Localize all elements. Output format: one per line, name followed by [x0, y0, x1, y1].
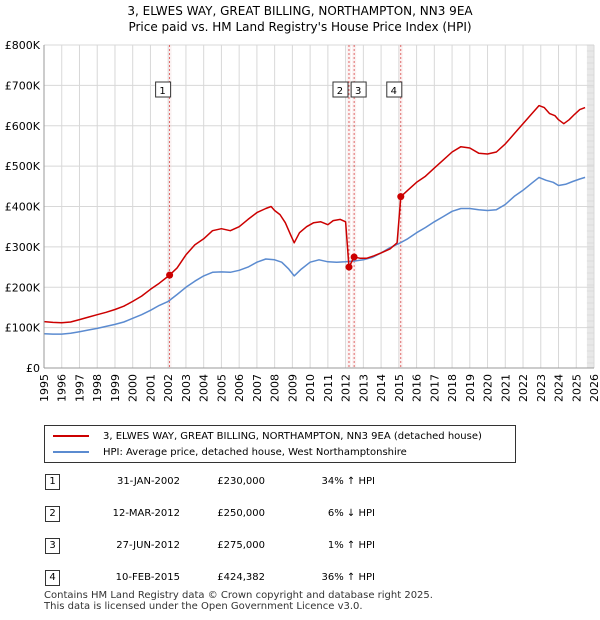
transaction-badge: 3	[45, 538, 60, 554]
transaction-date: 12-MAR-2012	[112, 508, 180, 519]
x-tick-label: 2025	[570, 374, 583, 402]
table-row: 3 27-JUN-2012 £275,000 1% ↑ HPI	[40, 538, 580, 554]
sale-number-box	[155, 81, 172, 98]
table-row: 1 31-JAN-2002 £230,000 34% ↑ HPI	[40, 474, 580, 490]
y-tick-label: £600K	[5, 120, 41, 133]
sale-point	[166, 271, 174, 279]
sale-number-label: 3	[355, 86, 361, 97]
transaction-date: 31-JAN-2002	[116, 476, 180, 487]
y-tick-label: £800K	[5, 39, 41, 52]
transaction-badge: 4	[45, 570, 60, 586]
x-tick-label: 2001	[144, 374, 157, 402]
x-tick-label: 2026	[588, 374, 600, 402]
x-tick-label: 2009	[286, 374, 299, 402]
x-tick-label: 2005	[215, 374, 228, 402]
sale-number-box	[332, 81, 349, 98]
y-tick-label: £300K	[5, 241, 41, 254]
sale-point	[350, 253, 358, 261]
sale-number-label: 1	[159, 86, 165, 97]
x-tick-label: 2012	[340, 374, 353, 402]
transaction-price: £230,000	[217, 476, 265, 487]
footer-license: This data is licensed under the Open Gov…	[44, 601, 363, 612]
x-tick-label: 2013	[357, 374, 370, 402]
x-tick-label: 2006	[233, 374, 246, 402]
x-tick-label: 2022	[517, 374, 530, 402]
y-tick-label: £200K	[5, 281, 41, 294]
sale-number-box	[350, 81, 367, 98]
sale-number-label: 4	[391, 86, 397, 97]
property-series-line	[43, 104, 586, 324]
y-tick-label: £400K	[5, 201, 41, 214]
chart-title: 3, ELWES WAY, GREAT BILLING, NORTHAMPTON…	[127, 4, 473, 18]
sale-number-box	[386, 81, 403, 98]
transaction-price: £250,000	[217, 508, 265, 519]
x-tick-label: 2024	[553, 374, 566, 402]
x-tick-label: 2000	[127, 374, 140, 402]
x-tick-label: 1998	[91, 374, 104, 402]
x-tick-label: 2002	[162, 374, 175, 402]
transaction-badge: 2	[45, 506, 60, 522]
transaction-hpi: 1% ↑ HPI	[327, 540, 375, 551]
legend-label-hpi: HPI: Average price, detached house, West…	[103, 446, 407, 458]
x-tick-label: 1995	[38, 374, 51, 402]
y-tick-label: £0	[26, 362, 40, 375]
transaction-badge: 1	[45, 474, 60, 490]
y-tick-label: £500K	[5, 160, 41, 173]
footer: Contains HM Land Registry data © Crown c…	[44, 590, 433, 612]
x-tick-label: 2015	[393, 374, 406, 402]
y-tick-label: £700K	[5, 79, 41, 92]
x-tick-label: 2007	[251, 374, 264, 402]
transaction-price: £424,382	[217, 572, 265, 583]
x-tick-label: 1996	[56, 374, 69, 402]
sale-number-label: 2	[337, 86, 343, 97]
legend: 3, ELWES WAY, GREAT BILLING, NORTHAMPTON…	[44, 425, 516, 463]
x-tick-label: 2017	[428, 374, 441, 402]
x-tick-label: 2016	[411, 374, 424, 402]
x-tick-label: 1999	[109, 374, 122, 402]
footer-copyright: Contains HM Land Registry data © Crown c…	[44, 590, 433, 601]
x-tick-label: 1997	[73, 374, 86, 402]
transaction-price: £275,000	[217, 540, 265, 551]
x-tick-label: 2021	[499, 374, 512, 402]
sale-point	[345, 263, 353, 271]
x-tick-label: 2018	[446, 374, 459, 402]
x-tick-label: 2019	[464, 374, 477, 402]
legend-label-property: 3, ELWES WAY, GREAT BILLING, NORTHAMPTON…	[103, 430, 482, 442]
transaction-date: 10-FEB-2015	[115, 572, 180, 583]
table-row: 4 10-FEB-2015 £424,382 36% ↑ HPI	[40, 570, 580, 586]
transaction-date: 27-JUN-2012	[116, 540, 180, 551]
x-tick-label: 2023	[535, 374, 548, 402]
legend-line-hpi	[53, 451, 89, 453]
transaction-hpi: 36% ↑ HPI	[321, 572, 375, 583]
x-tick-label: 2010	[304, 374, 317, 402]
legend-item-property: 3, ELWES WAY, GREAT BILLING, NORTHAMPTON…	[53, 429, 482, 443]
legend-item-hpi: HPI: Average price, detached house, West…	[53, 445, 407, 459]
transaction-hpi: 34% ↑ HPI	[321, 476, 375, 487]
x-tick-label: 2020	[482, 374, 495, 402]
legend-line-property	[53, 435, 89, 437]
y-tick-label: £100K	[5, 322, 41, 335]
x-tick-label: 2014	[375, 374, 388, 402]
x-tick-label: 2008	[269, 374, 282, 402]
x-tick-label: 2004	[198, 374, 211, 402]
x-tick-label: 2011	[322, 374, 335, 402]
hpi-series-line	[43, 176, 586, 335]
transaction-hpi: 6% ↓ HPI	[327, 508, 375, 519]
price-chart: £0 £100K £200K £300K £400K £500K £600K £700K £80…	[5, 39, 600, 402]
chart-subtitle: Price paid vs. HM Land Registry's House …	[128, 20, 472, 34]
table-row: 2 12-MAR-2012 £250,000 6% ↓ HPI	[40, 506, 580, 522]
x-tick-label: 2003	[180, 374, 193, 402]
sale-point	[397, 193, 405, 201]
